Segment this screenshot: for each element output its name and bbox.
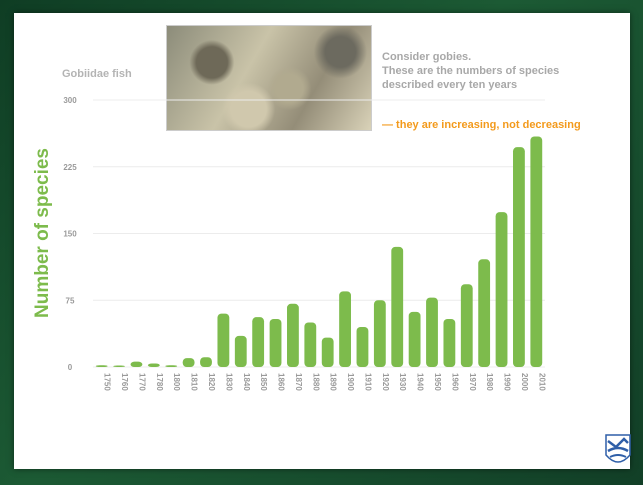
x-tick-label: 1780 [155, 373, 164, 391]
x-tick-label: 1940 [416, 373, 425, 391]
x-tick-label: 1980 [485, 373, 494, 391]
bar [513, 147, 525, 367]
bar [183, 358, 195, 367]
x-tick-label: 2000 [520, 373, 529, 391]
x-tick-label: 1880 [311, 373, 320, 391]
y-axis-label: Number of species [32, 148, 53, 318]
y-tick-label: 300 [63, 96, 77, 105]
bar [217, 314, 229, 367]
bar [96, 365, 108, 367]
bar [443, 319, 455, 367]
bar [287, 304, 299, 367]
bar [322, 338, 334, 367]
x-tick-label: 1900 [346, 373, 355, 391]
bar [235, 336, 247, 367]
bar [496, 212, 508, 367]
x-tick-label: 1820 [207, 373, 216, 391]
x-tick-label: 1860 [277, 373, 286, 391]
x-tick-label: 1810 [190, 373, 199, 391]
bar [391, 247, 403, 367]
bar [461, 284, 473, 367]
x-tick-label: 1800 [172, 373, 181, 391]
x-tick-label: 2010 [537, 373, 546, 391]
bar [165, 365, 177, 367]
bar [270, 319, 282, 367]
bar [113, 366, 125, 368]
x-tick-label: 1950 [433, 373, 442, 391]
y-tick-label: 150 [63, 230, 77, 239]
x-tick-labels: 1750 1760 1770 1780 1800 1810 1820 1830 1840 1850… [103, 373, 547, 391]
x-tick-label: 1870 [294, 373, 303, 391]
grid-lines [93, 100, 545, 367]
bar [304, 323, 316, 368]
x-tick-label: 1840 [242, 373, 251, 391]
x-tick-label: 1760 [120, 373, 129, 391]
x-tick-label: 1750 [103, 373, 112, 391]
bar [409, 312, 421, 367]
x-tick-label: 1970 [468, 373, 477, 391]
x-tick-label: 1850 [259, 373, 268, 391]
x-tick-label: 1930 [398, 373, 407, 391]
institution-logo-icon [604, 433, 632, 471]
x-tick-label: 1920 [381, 373, 390, 391]
y-tick-labels: 0 75 150 225 300 [63, 96, 77, 372]
x-tick-label: 1890 [329, 373, 338, 391]
bar [339, 291, 351, 367]
bar [530, 136, 542, 367]
bar [131, 362, 143, 367]
bar [200, 357, 212, 367]
y-tick-label: 225 [63, 163, 77, 172]
y-tick-label: 75 [66, 296, 75, 305]
bar [357, 327, 369, 367]
bar [252, 317, 264, 367]
bars [96, 136, 542, 367]
bar [148, 363, 160, 367]
x-tick-label: 1960 [450, 373, 459, 391]
x-tick-label: 1910 [363, 373, 372, 391]
x-tick-label: 1770 [137, 373, 146, 391]
x-tick-label: 1990 [503, 373, 512, 391]
x-tick-label: 1830 [224, 373, 233, 391]
bar [426, 298, 438, 367]
bar [478, 259, 490, 367]
y-tick-label: 0 [68, 363, 73, 372]
bar [374, 300, 386, 367]
